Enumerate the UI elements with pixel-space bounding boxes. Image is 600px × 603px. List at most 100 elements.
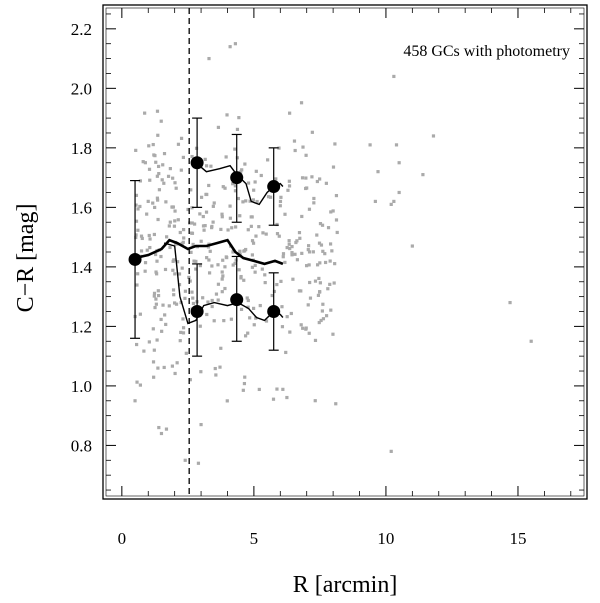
scatter-point <box>266 195 271 199</box>
y-tick-label: 1.2 <box>71 317 92 336</box>
scatter-point <box>280 325 285 329</box>
scatter-point <box>226 228 230 232</box>
scatter-point <box>264 232 268 236</box>
scatter-point <box>133 399 137 403</box>
scatter-point <box>203 224 207 228</box>
scatter-point <box>223 286 227 291</box>
scatter-point <box>318 261 322 265</box>
scatter-point <box>335 230 339 235</box>
scatter-point <box>148 178 152 182</box>
scatter-point <box>389 202 393 206</box>
scatter-point <box>223 186 227 190</box>
scatter-point <box>174 302 179 306</box>
scatter-point <box>331 165 336 169</box>
scatter-point <box>268 195 273 199</box>
scatter-point <box>224 155 228 159</box>
scatter-point <box>249 215 253 219</box>
scatter-point <box>315 263 320 267</box>
scatter-point <box>239 307 244 311</box>
scatter-point <box>287 242 291 246</box>
scatter-point <box>181 227 186 232</box>
scatter-point <box>198 264 202 268</box>
scatter-point <box>173 301 177 305</box>
scatter-point <box>248 199 252 203</box>
scatter-point <box>288 330 292 334</box>
binned-point <box>190 156 204 170</box>
scatter-point <box>307 331 311 335</box>
scatter-point <box>277 234 281 238</box>
scatter-point <box>299 289 303 293</box>
scatter-point <box>373 199 377 204</box>
scatter-point <box>171 268 175 272</box>
scatter-point <box>251 241 256 245</box>
y-axis-title: C−R [mag] <box>13 204 39 313</box>
scatter-point <box>300 251 304 255</box>
scatter-point <box>204 164 209 168</box>
scatter-point <box>307 250 312 254</box>
scatter-point <box>134 148 138 152</box>
scatter-point <box>292 139 297 143</box>
scatter-point <box>173 371 177 376</box>
scatter-point <box>334 402 338 406</box>
scatter-point <box>172 258 176 262</box>
y-tick-label: 1.0 <box>71 377 92 396</box>
scatter-point <box>229 317 233 321</box>
scatter-point <box>241 388 245 392</box>
scatter-point <box>233 261 237 265</box>
scatter-point <box>156 133 160 137</box>
scatter-point <box>134 235 138 240</box>
scatter-point <box>156 198 160 202</box>
scatter-point <box>508 300 512 305</box>
scatter-point <box>279 195 283 199</box>
x-tick-label: 5 <box>250 529 259 548</box>
scatter-point <box>201 214 205 219</box>
scatter-point <box>156 289 160 293</box>
scatter-point <box>233 184 237 188</box>
scatter-point <box>183 458 187 462</box>
scatter-point <box>392 199 396 204</box>
scatter-points <box>133 42 533 465</box>
scatter-point <box>321 249 325 253</box>
scatter-point <box>162 151 167 156</box>
scatter-point <box>304 264 309 268</box>
scatter-point <box>199 422 203 427</box>
scatter-point <box>143 269 147 273</box>
scatter-point <box>251 198 255 202</box>
scatter-point <box>326 226 331 230</box>
scatter-point <box>146 199 150 203</box>
scatter-point <box>242 278 246 282</box>
scatter-point <box>183 289 188 293</box>
scatter-point <box>176 260 180 264</box>
scatter-point <box>284 350 288 355</box>
scatter-point <box>230 226 234 230</box>
scatter-point <box>334 218 339 222</box>
scatter-point <box>223 265 227 269</box>
scatter-point <box>198 324 202 328</box>
scatter-point <box>138 383 143 387</box>
scatter-point <box>233 147 237 151</box>
scatter-point <box>142 349 146 353</box>
scatter-point <box>238 214 242 218</box>
scatter-point <box>329 210 333 214</box>
scatter-point <box>140 236 144 241</box>
scatter-point <box>254 316 258 320</box>
scatter-point <box>368 143 372 147</box>
scatter-point <box>310 175 314 179</box>
scatter-point <box>259 173 263 178</box>
scatter-point <box>170 205 174 209</box>
scatter-point <box>201 224 206 228</box>
scatter-point <box>216 282 221 286</box>
scatter-point <box>152 153 156 157</box>
scatter-point <box>241 200 245 204</box>
scatter-point <box>252 323 256 327</box>
scatter-point <box>191 296 195 300</box>
scatter-point <box>135 342 139 347</box>
scatter-point <box>153 252 158 257</box>
scatter-point <box>181 331 186 335</box>
scatter-point <box>258 303 262 308</box>
scatter-point <box>189 250 193 254</box>
x-axis-title: R [arcmin] <box>293 572 398 598</box>
scatter-point <box>285 395 289 400</box>
scatter-point <box>318 281 322 285</box>
annotation-gc-count: 458 GCs with photometry <box>403 43 570 60</box>
